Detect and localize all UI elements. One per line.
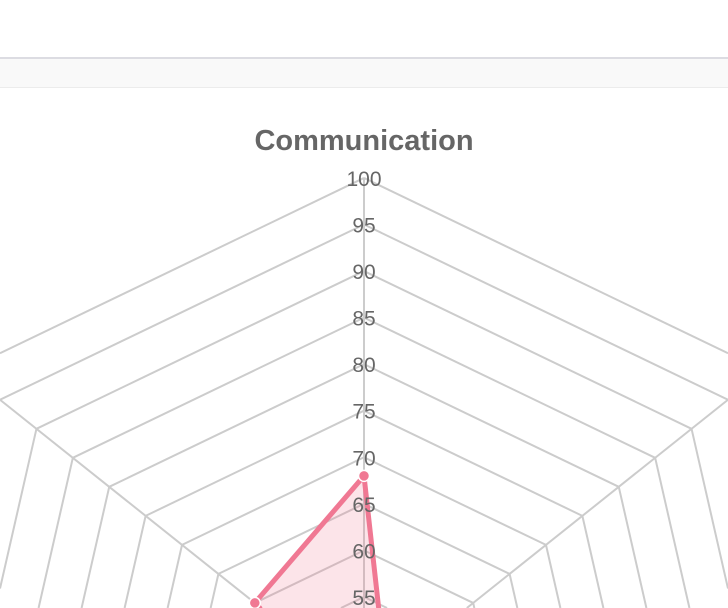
grid-ring-100 [0, 177, 365, 355]
series-line [252, 473, 367, 606]
series-area [254, 475, 379, 608]
grid-ring-80 [108, 363, 365, 488]
grid-ring-65 [508, 573, 519, 608]
grid-ring-85 [72, 316, 365, 459]
grid-ring-90 [363, 270, 692, 430]
tick-labels: 55 60 65 70 75 80 85 90 95 100 [346, 168, 381, 608]
grid-ring-80 [363, 363, 620, 488]
tick-label: 95 [352, 215, 375, 238]
data-point[interactable] [357, 469, 371, 483]
tick-label: 75 [352, 401, 375, 424]
grid-ring-100 [363, 177, 728, 355]
radar-grid [0, 177, 728, 608]
grid-ring-85 [363, 316, 656, 459]
tick-label: 90 [352, 261, 375, 284]
tick-label: 100 [346, 168, 381, 191]
grid-ring-55 [363, 595, 388, 608]
grid-ring-90 [0, 428, 38, 589]
top-bar [0, 0, 728, 59]
tick-label: 80 [352, 354, 375, 377]
grid-ring-60 [363, 549, 474, 604]
grid-ring-95 [0, 223, 365, 401]
grid-ring-80 [617, 486, 648, 608]
grid-ring-65 [217, 502, 365, 575]
spoke-line [0, 398, 262, 608]
grid-ring-90 [36, 270, 365, 430]
grid-ring-75 [581, 515, 605, 608]
grid-ring-70 [181, 456, 365, 546]
radar-series [248, 469, 382, 608]
axis-label-communication: Communication [254, 125, 473, 157]
tick-label: 85 [352, 308, 375, 331]
grid-ring-90 [690, 428, 728, 589]
grid-ring-70 [363, 456, 547, 546]
grid-ring-95 [363, 223, 728, 401]
toolbar-strip [0, 59, 728, 88]
grid-ring-85 [37, 457, 74, 608]
grid-ring-65 [209, 573, 220, 608]
data-point[interactable] [248, 596, 262, 608]
tick-label: 60 [352, 540, 375, 563]
grid-ring-80 [80, 486, 111, 608]
grid-ring-75 [363, 409, 583, 517]
tick-label: 65 [352, 494, 375, 517]
grid-ring-55 [340, 595, 365, 608]
grid-ring-60 [254, 549, 365, 604]
grid-ring-75 [123, 515, 147, 608]
series-line [361, 473, 382, 608]
spoke-line [466, 398, 728, 608]
grid-ring-70 [166, 544, 184, 608]
grid-ring-65 [363, 502, 511, 575]
grid-ring-70 [544, 544, 562, 608]
tick-label: 55 [352, 587, 375, 608]
grid-ring-85 [654, 457, 691, 608]
grid-ring-75 [145, 409, 365, 517]
tick-label: 70 [352, 447, 375, 470]
